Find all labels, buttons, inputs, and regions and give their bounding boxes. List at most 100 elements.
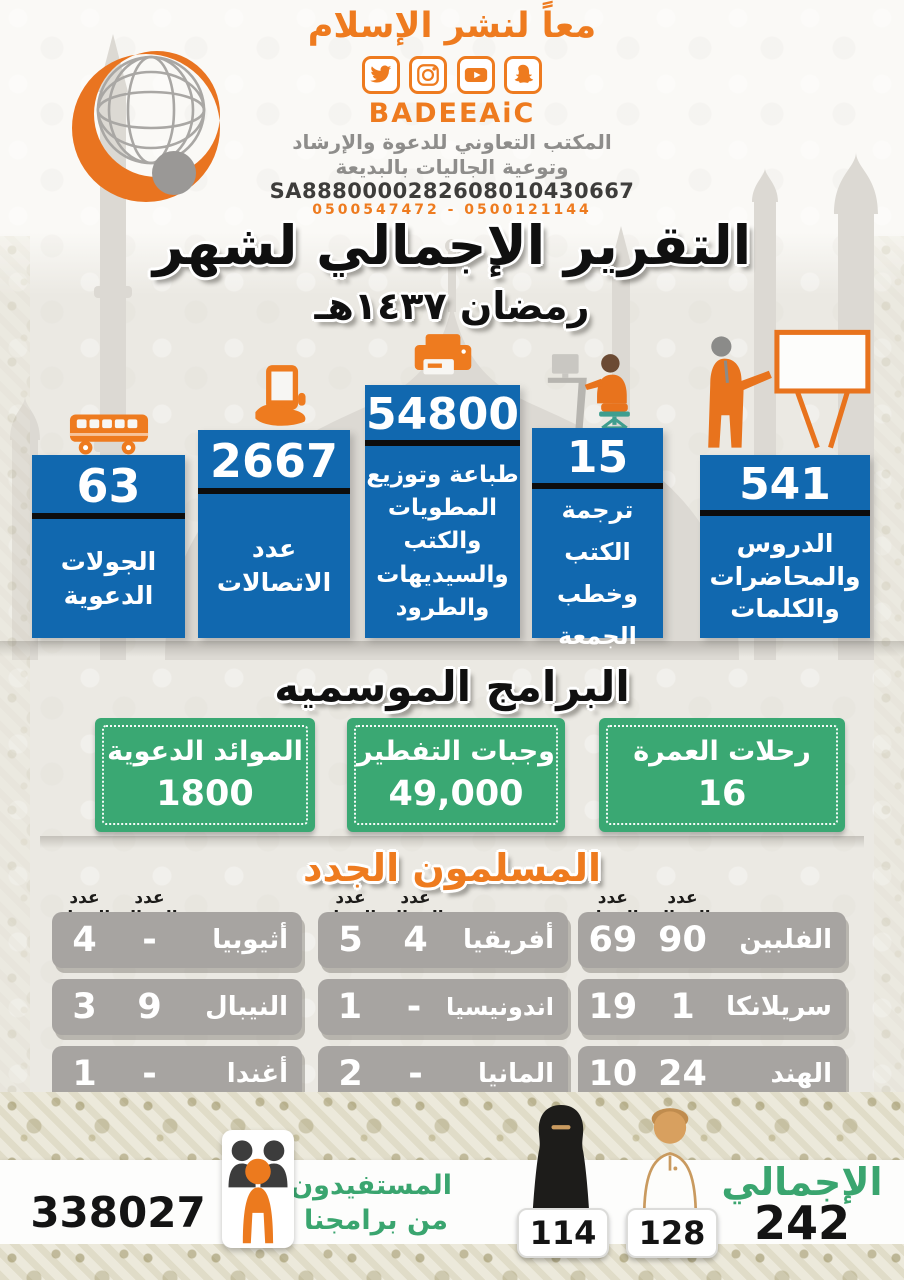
women-count: 4 xyxy=(72,920,97,960)
men-count: - xyxy=(142,1054,157,1094)
ornament-band-bottom xyxy=(0,1244,904,1280)
stat-label-line: الدروس xyxy=(736,529,834,559)
divider xyxy=(365,440,520,446)
women-count: 1 xyxy=(337,987,363,1027)
twitter-icon xyxy=(362,56,400,94)
stat-label-line: الجمعة xyxy=(558,622,637,650)
men-count: 24 xyxy=(658,1054,707,1094)
country-name: سريلانكا xyxy=(726,992,832,1022)
seasonal-box-value: 16 xyxy=(697,774,747,815)
seasonal-box-value: 49,000 xyxy=(388,774,524,815)
men-count: 90 xyxy=(658,920,707,960)
dotted-border xyxy=(606,725,838,825)
stat-label-line: الدعوية xyxy=(63,580,154,610)
right-edge-ornament xyxy=(874,236,904,1092)
table-row: 69 90 الفلبين xyxy=(578,912,846,968)
stat-value: 541 xyxy=(739,459,831,510)
phone-numbers: 0500547472 - 0500121144 xyxy=(312,202,592,218)
stat-label-line: والسيديهات xyxy=(376,561,509,588)
ornament-band-top xyxy=(0,1092,904,1160)
total-value: 242 xyxy=(753,1196,851,1250)
youtube-icon xyxy=(456,56,495,94)
table-row: 19 1 سريلانكا xyxy=(578,979,846,1035)
women-count: 10 xyxy=(588,1054,638,1094)
columns-floor-shadow xyxy=(0,641,904,657)
table-row: 5 4 أفريقيا xyxy=(318,912,568,968)
men-count: 1 xyxy=(670,987,695,1027)
country-name: اندونيسيا xyxy=(445,993,554,1021)
stat-column-printing: 54800 طباعة وتوزيع المطويات والكتب والسي… xyxy=(365,385,520,638)
seasonal-box-label: الموائد الدعوية xyxy=(107,735,303,767)
report-title: التقرير الإجمالي لشهر xyxy=(152,214,752,277)
divider xyxy=(700,510,870,516)
beneficiaries-label: المستفيدون من برامجنا xyxy=(290,1170,452,1237)
divider xyxy=(198,488,350,494)
stat-label-line: والطرود xyxy=(395,595,490,622)
new-muslims-title: المسلمون الجدد xyxy=(302,846,602,890)
people-group-icon xyxy=(222,1130,294,1248)
country-name: أغندا xyxy=(226,1059,288,1089)
stat-value: 2667 xyxy=(209,434,339,488)
stat-label-line: المطويات xyxy=(387,494,498,521)
seasonal-programs-title: البرامج الموسميه xyxy=(274,662,630,711)
stat-label-line: طباعة وتوزيع xyxy=(366,461,519,488)
women-total-value: 114 xyxy=(529,1214,597,1252)
women-count: 1 xyxy=(72,1054,97,1094)
men-total-value: 128 xyxy=(638,1214,706,1252)
stat-label-line: والمحاضرات xyxy=(709,561,861,591)
seasonal-box-iftar: وجبات التفطير 49,000 xyxy=(347,718,565,832)
woman-figure-icon xyxy=(532,1105,590,1218)
org-name-line1: المكتب التعاوني للدعوة والإرشاد xyxy=(292,130,612,154)
women-count: 69 xyxy=(588,920,638,960)
instagram-icon xyxy=(409,56,448,94)
bank-account-number: SA8880000282608010430667 xyxy=(269,179,635,203)
stat-label-line: الاتصالات xyxy=(216,568,332,597)
org-globe-logo xyxy=(72,51,220,202)
divider xyxy=(32,513,185,519)
table-row: 4 - أثيوبيا xyxy=(52,912,302,968)
stat-value: 54800 xyxy=(365,389,520,440)
stat-label-line: ترجمة الكتب xyxy=(561,496,634,566)
men-total-badge: 128 xyxy=(626,1208,718,1258)
stat-column-calls: 2667 عدد الاتصالات xyxy=(198,430,350,638)
brand-name: BADEEAiC xyxy=(368,98,536,129)
stat-value: 15 xyxy=(566,432,629,483)
seasonal-box-label: رحلات العمرة xyxy=(633,735,811,767)
stat-label-line: عدد xyxy=(251,534,297,564)
header-slogan: معاً لنشر الإسلام xyxy=(307,6,597,46)
women-count: 5 xyxy=(338,920,363,960)
seasonal-box-label: وجبات التفطير xyxy=(357,735,555,767)
dotted-border xyxy=(102,725,308,825)
stat-label-line: والكتب xyxy=(403,528,482,555)
org-name-line2: وتوعية الجاليات بالبديعة xyxy=(335,155,569,179)
beneficiaries-value: 338027 xyxy=(30,1188,206,1237)
stat-label-line: الجولات xyxy=(60,546,157,576)
divider xyxy=(532,483,663,489)
table-row: 1 - اندونيسيا xyxy=(318,979,568,1035)
women-count: 2 xyxy=(338,1054,363,1094)
table-row: 3 9 النيبال xyxy=(52,979,302,1035)
seasonal-box-tables: الموائد الدعوية 1800 xyxy=(95,718,315,832)
footer-white-band xyxy=(0,1160,904,1244)
men-count: - xyxy=(408,1054,423,1094)
women-total-badge: 114 xyxy=(517,1208,609,1258)
country-name: النيبال xyxy=(205,992,288,1022)
report-month: رمضان ١٤٣٧هـ xyxy=(314,284,590,328)
presenter-board-icon xyxy=(708,329,871,449)
snapchat-icon xyxy=(503,56,542,94)
man-figure-icon xyxy=(642,1108,698,1218)
social-icons-row xyxy=(362,56,542,94)
women-count: 19 xyxy=(588,987,638,1027)
stat-label-line: وخطب xyxy=(557,580,638,608)
phone-in-hand-icon xyxy=(255,365,306,426)
country-name: المانيا xyxy=(477,1059,554,1089)
women-count: 3 xyxy=(72,987,97,1027)
stat-column-tours: 63 الجولات الدعوية xyxy=(32,455,185,638)
stat-label-line: والكلمات xyxy=(730,594,840,624)
stat-value: 63 xyxy=(76,459,141,513)
stat-column-lessons: 541 الدروس والمحاضرات والكلمات xyxy=(700,455,870,638)
translator-desk-icon xyxy=(547,354,630,430)
stat-column-translation: 15 ترجمة الكتب وخطب الجمعة xyxy=(532,428,663,650)
left-edge-ornament xyxy=(0,236,30,1092)
